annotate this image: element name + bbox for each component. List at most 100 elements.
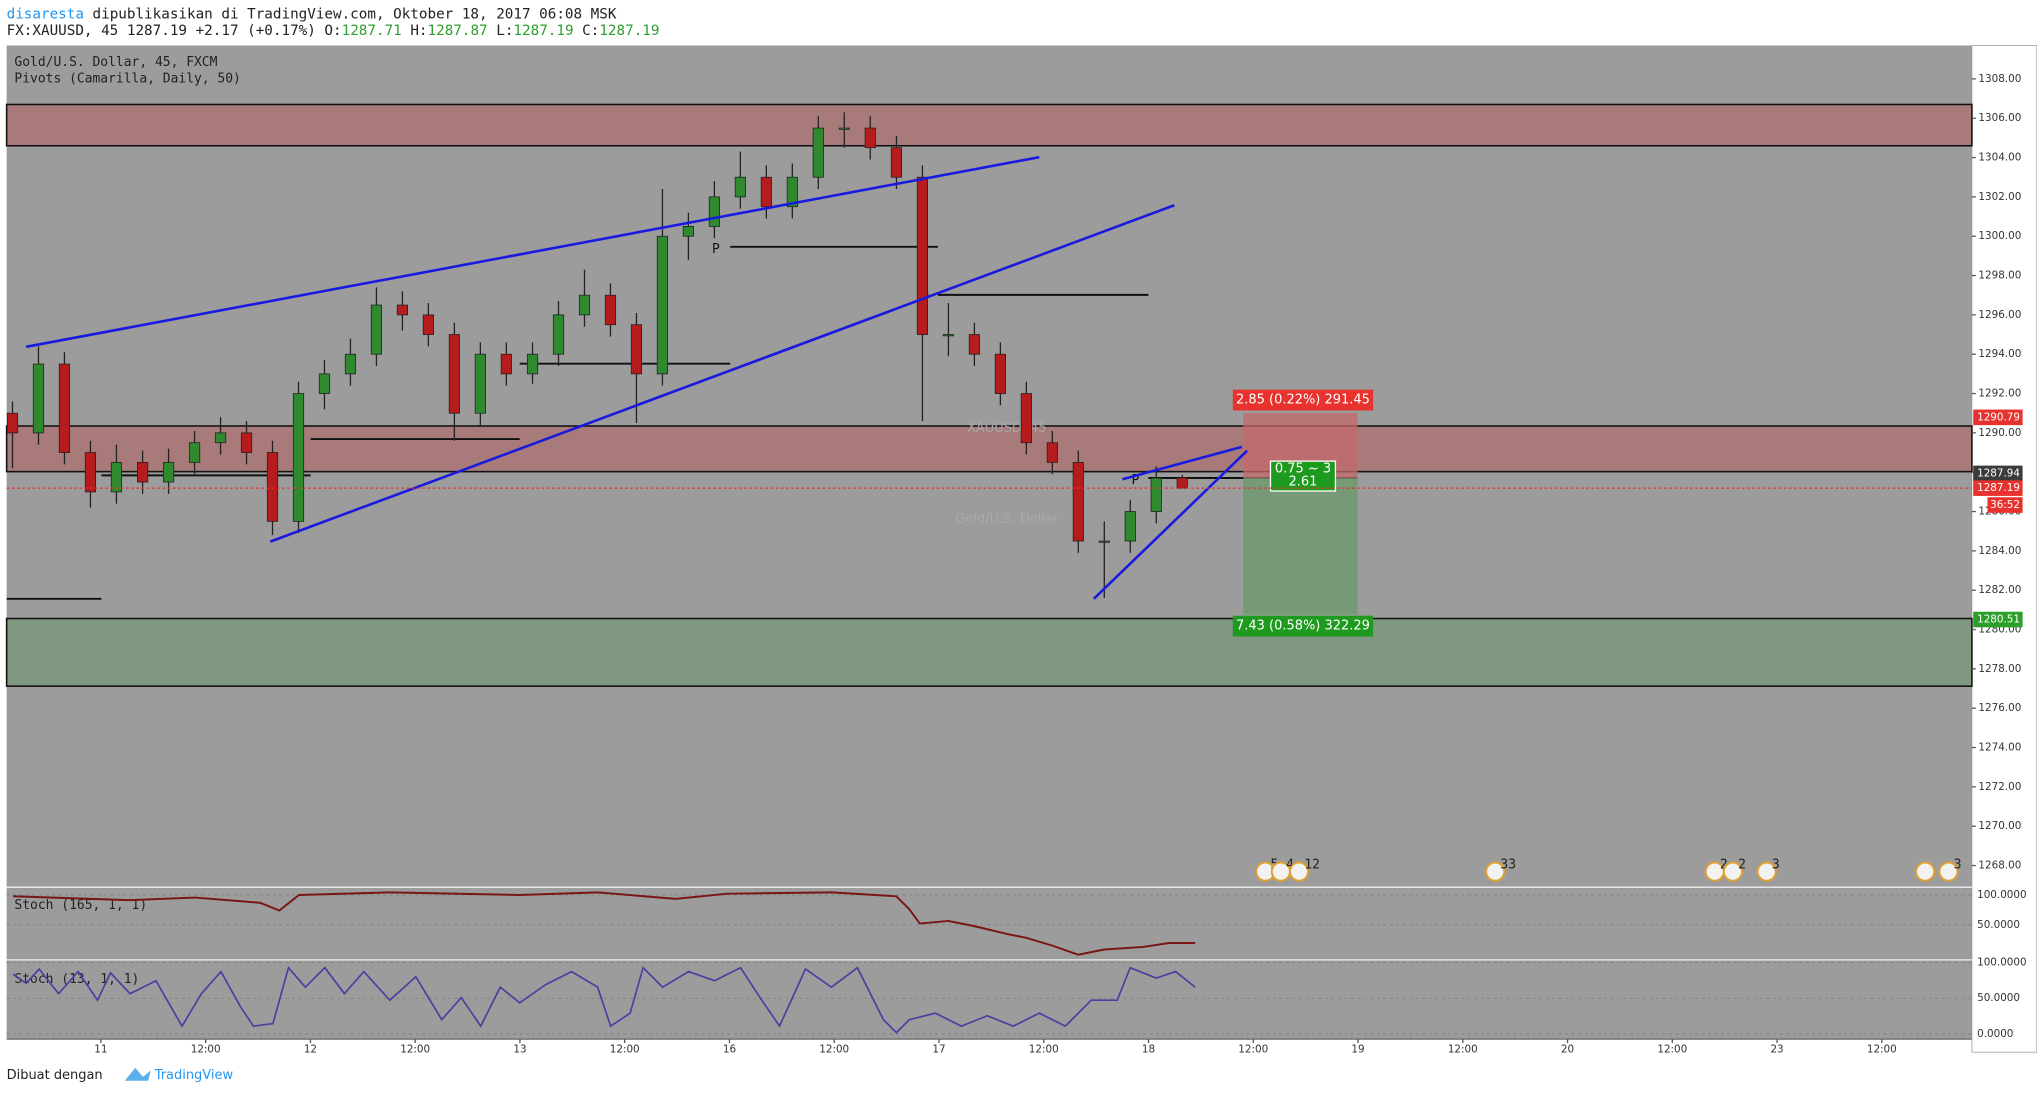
candle-body (578, 294, 591, 316)
candle-body (864, 127, 876, 149)
ratio-label: 0.75 ~ 3 (1275, 461, 1331, 476)
candle-body (396, 304, 408, 316)
event-flag[interactable] (1289, 861, 1310, 882)
y-tick-label: 1276.00 (1978, 702, 2021, 714)
position-tool: 2.85 (0.22%) 291.45 0.75 ~ 3 2.61 7.43 (… (1232, 389, 1374, 637)
header-line: disaresta dipublikasikan di TradingView.… (7, 6, 617, 22)
candle-body (994, 353, 1006, 394)
candle-body (630, 324, 643, 375)
candle-body (500, 353, 512, 375)
ohlc-key: H: (410, 23, 427, 39)
y-tick-label: 1308.00 (1978, 73, 2021, 85)
candle-body (682, 226, 694, 237)
candle-body (448, 334, 460, 414)
stoch-tick-label: 50.0000 (1977, 992, 2020, 1004)
legend-entry: Gold/U.S. Dollar, 45, FXCM (14, 55, 217, 70)
change: +2.17 (+0.17%) (196, 23, 316, 39)
y-tick-label: 1274.00 (1978, 742, 2021, 754)
x-tick-label: 12:00 (1867, 1044, 1897, 1056)
stoch-panes: Stoch (165, 1, 1) 100.0000 50.0000 Stoch (1… (6, 889, 2027, 1040)
ohlc-value: 1287.19 (599, 23, 659, 39)
ohlc-value: 1287.71 (342, 23, 402, 39)
candle-body (916, 176, 929, 335)
event-flag[interactable] (1915, 861, 1936, 882)
x-tick-label: 12:00 (1657, 1044, 1687, 1056)
price-tag (1973, 409, 2023, 426)
event-flag[interactable] (1938, 861, 1959, 882)
x-tick-label: 12 (304, 1044, 317, 1056)
zone (5, 617, 1973, 687)
price-tag (1973, 480, 2023, 496)
y-tick-label: 1304.00 (1978, 152, 2021, 164)
x-tick-label: 17 (932, 1044, 945, 1056)
x-tick-label: 19 (1351, 1044, 1364, 1056)
event-flag[interactable] (1722, 861, 1743, 882)
position-stop-area (1243, 478, 1358, 615)
candle-body (370, 304, 383, 355)
y-tick-label: 1294.00 (1978, 348, 2021, 360)
candle-body (786, 176, 798, 208)
candle-body (188, 442, 201, 463)
y-tick-label: 1292.00 (1978, 388, 2021, 400)
candle-body (968, 334, 980, 355)
published: dipublikasikan di TradingView.com, Oktob… (93, 6, 617, 22)
countdown-tag (1987, 497, 2023, 513)
x-tick-label: 12:00 (610, 1044, 640, 1056)
stoch-title: Stoch (13, 1, 1) (14, 972, 139, 987)
target-box (1232, 389, 1374, 411)
footer-text: Dibuat dengan (7, 1068, 103, 1083)
y-tick-label: 1282.00 (1978, 584, 2021, 596)
candle-body (760, 176, 772, 208)
candle-body (1020, 393, 1032, 444)
qty-label: 2.61 (1289, 474, 1318, 489)
brand-logo (124, 1067, 151, 1081)
candle-body (163, 461, 175, 483)
stoch-tick-label: 100.0000 (1977, 889, 2027, 901)
x-tick-label: 20 (1561, 1044, 1574, 1056)
candle-body (58, 363, 71, 453)
event-count: 2 (1738, 858, 1746, 873)
candle-body (110, 461, 123, 493)
trend-lines (25, 155, 1249, 600)
candle-body (604, 294, 617, 326)
x-tick-label: 12:00 (191, 1044, 221, 1056)
candle-body (942, 334, 955, 337)
y-tick-label: 1284.00 (1978, 545, 2021, 557)
pivot-label: P (1132, 473, 1140, 488)
y-tick-label: 1270.00 (1978, 820, 2021, 832)
ohlc-value: 1287.87 (428, 23, 488, 39)
x-tick-label: 12:00 (1448, 1044, 1478, 1056)
y-tick-label: 1300.00 (1978, 230, 2021, 242)
watermark: XAUUSD, 45 (967, 421, 1047, 436)
price-tag-label: 1280.51 (1977, 614, 2020, 626)
x-tick-label: 11 (94, 1044, 107, 1056)
price-tag (1973, 465, 2023, 482)
y-tick-label: 1290.00 (1978, 427, 2021, 439)
candle-body (292, 393, 305, 522)
y-tick-label: 1272.00 (1978, 781, 2021, 793)
trend-line (269, 204, 1175, 543)
y-tick-label: 1306.00 (1978, 112, 2021, 124)
y-tick-label: 1268.00 (1978, 860, 2021, 872)
candle-body (32, 363, 45, 434)
symbol: FX:XAUUSD, 45 (7, 23, 119, 39)
trend-line (25, 155, 1040, 349)
countdown: 36:52 (1990, 499, 2020, 511)
stoch-tick-label: 100.0000 (1977, 957, 2027, 969)
candle-body (656, 235, 669, 375)
stop-label: 7.43 (0.58%) 322.29 (1236, 619, 1370, 634)
candle-body (890, 147, 903, 178)
trend-line (1122, 445, 1243, 481)
ohlc-key: L: (496, 23, 513, 39)
zone (5, 425, 1973, 473)
price-tag-label: 1287.94 (1977, 467, 2020, 479)
candles (6, 112, 1188, 599)
price-tag (1973, 611, 2023, 628)
candle-body (344, 353, 357, 375)
event-flag[interactable] (1485, 861, 1506, 882)
last: 1287.19 (127, 23, 187, 39)
legend-entry: Pivots (Camarilla, Daily, 50) (14, 72, 240, 87)
event-flag[interactable] (1756, 861, 1777, 882)
candle-body (1098, 540, 1110, 543)
